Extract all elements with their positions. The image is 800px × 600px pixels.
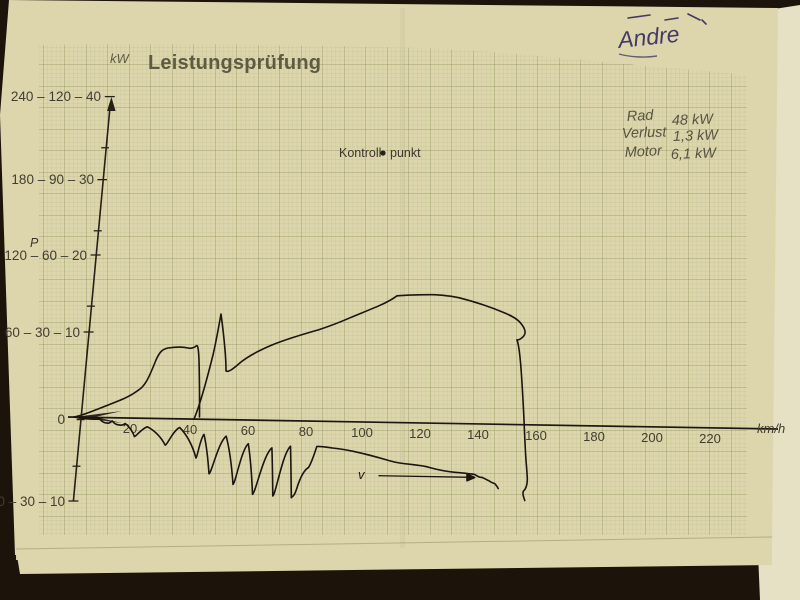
svg-text:Verlust: Verlust xyxy=(622,124,668,142)
svg-text:Motor: Motor xyxy=(624,143,663,161)
svg-text:6,1 kW: 6,1 kW xyxy=(671,145,718,163)
svg-text:v: v xyxy=(358,467,366,482)
svg-text:Andre: Andre xyxy=(615,21,681,53)
svg-text:Rad: Rad xyxy=(626,108,654,125)
svg-text:1,3 kW: 1,3 kW xyxy=(673,127,720,145)
svg-text:48 kW: 48 kW xyxy=(672,112,715,129)
